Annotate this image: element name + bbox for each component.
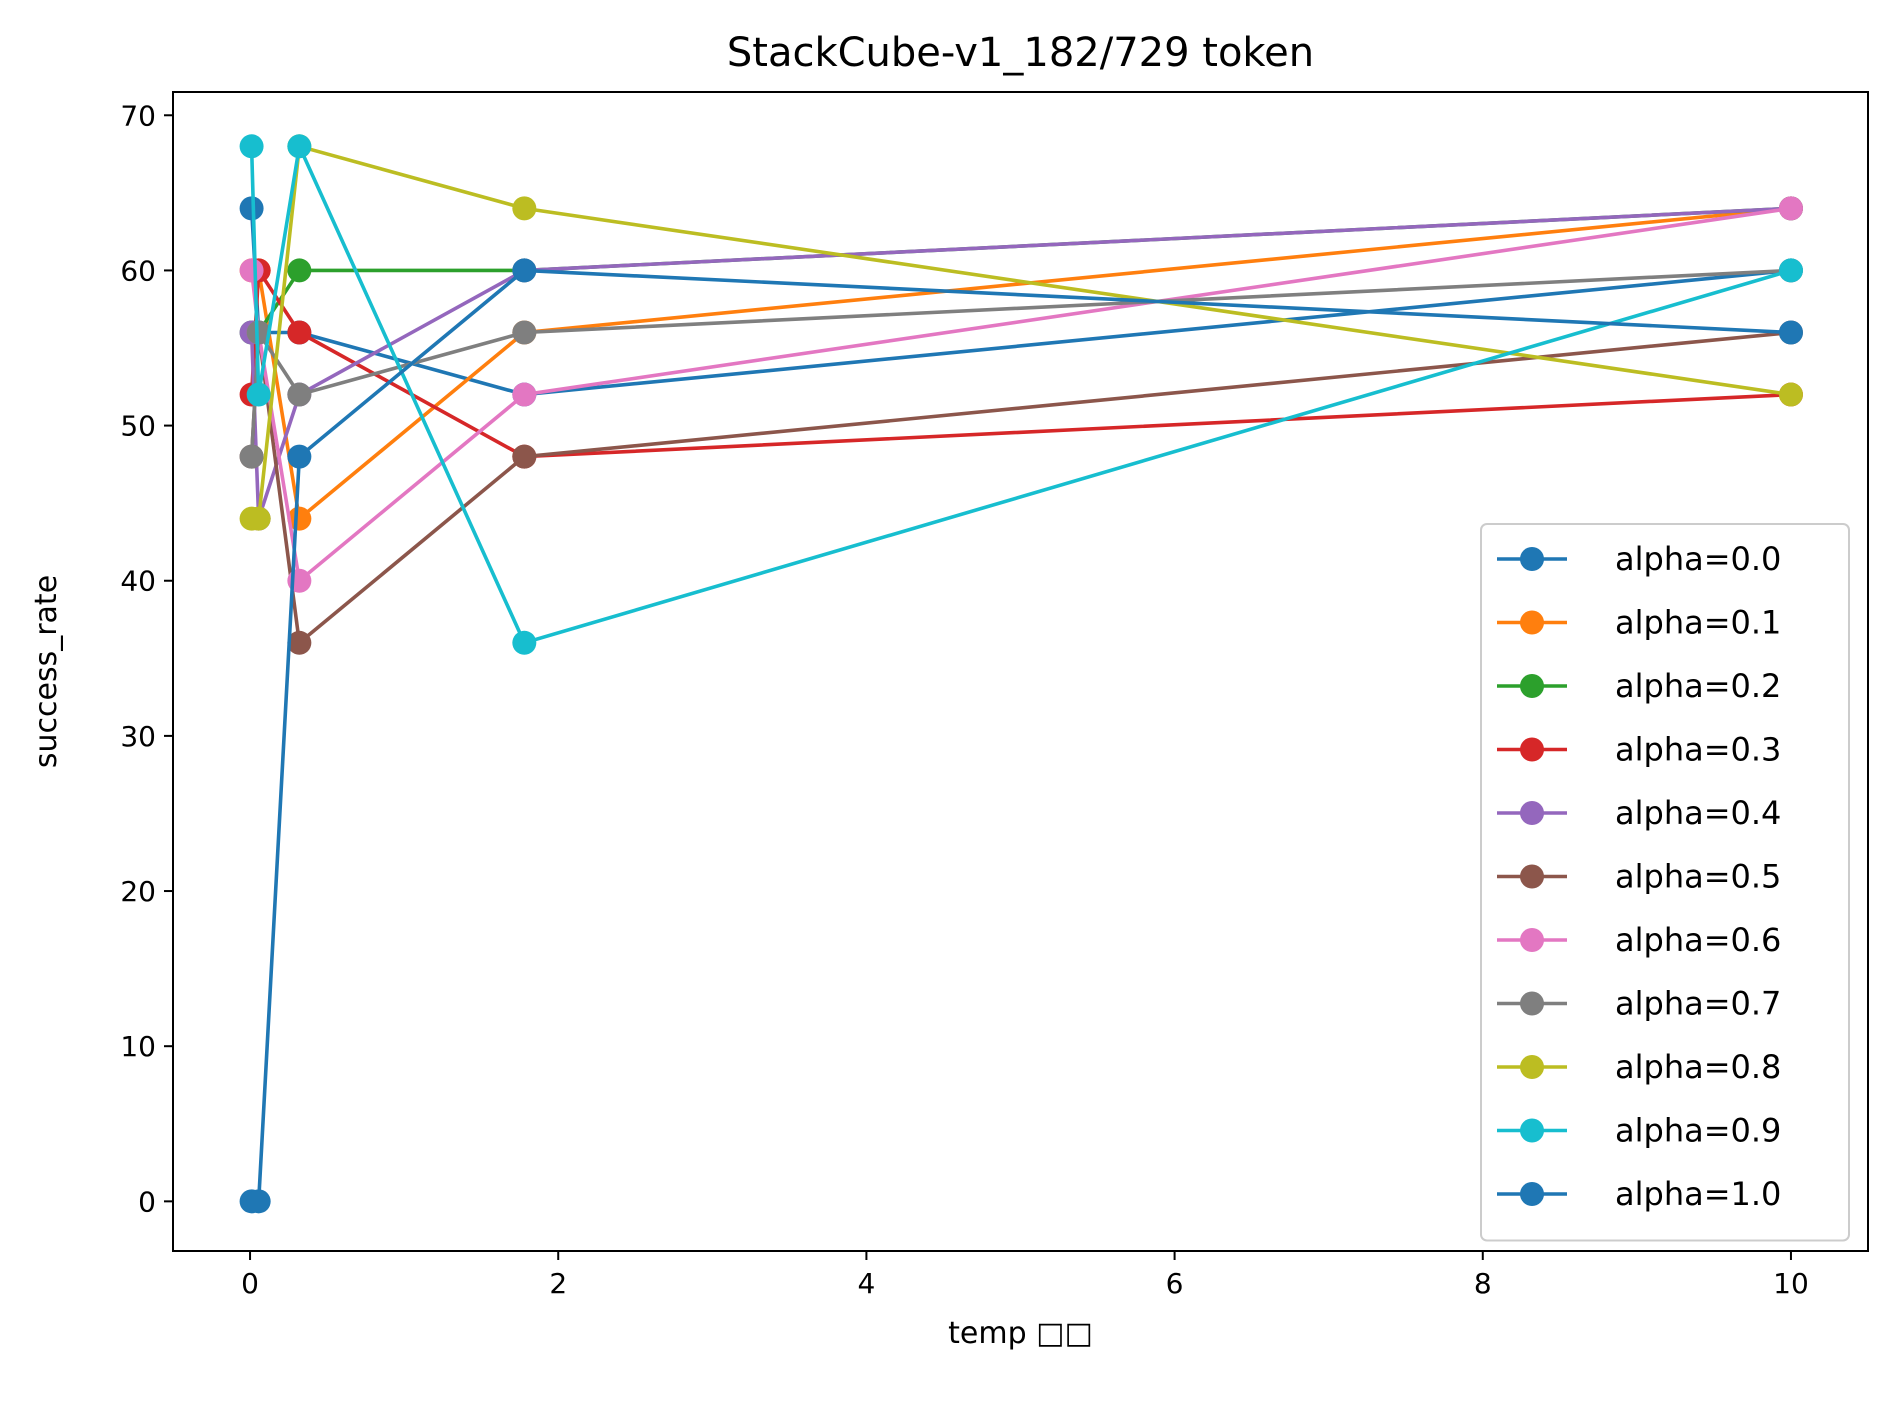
legend-item: alpha=0.4 (1497, 794, 1781, 832)
x-axis-label: temp □□ (948, 1316, 1093, 1351)
data-point (512, 258, 537, 283)
legend-swatch-marker (1520, 1118, 1544, 1143)
data-point (512, 196, 537, 221)
legend-item: alpha=0.0 (1497, 540, 1781, 578)
data-point (287, 506, 312, 531)
legend: alpha=0.0 alpha=0.1 alpha=0.2 alpha=0.3 alph… (1480, 523, 1850, 1242)
legend-item: alpha=1.0 (1497, 1175, 1781, 1213)
y-tick-label: 70 (120, 99, 156, 132)
legend-label: alpha=0.0 (1615, 540, 1781, 578)
series-alpha=0.9 (239, 134, 1803, 655)
legend-swatch-marker (1520, 674, 1544, 698)
data-point (512, 320, 537, 345)
y-axis: 0 10 20 30 40 50 60 70 (120, 99, 173, 1218)
legend-label: alpha=0.1 (1615, 604, 1781, 642)
data-point (1778, 320, 1803, 345)
legend-label: alpha=0.5 (1615, 858, 1781, 896)
x-tick-label: 8 (1474, 1267, 1492, 1300)
data-point (287, 382, 312, 407)
data-point (239, 134, 264, 159)
y-tick-label: 50 (120, 410, 156, 443)
x-tick-label: 2 (549, 1267, 567, 1300)
legend-item: alpha=0.2 (1497, 667, 1781, 705)
y-tick-label: 0 (138, 1185, 156, 1218)
legend-swatch-marker (1520, 801, 1544, 825)
legend-swatch-marker (1520, 610, 1544, 635)
data-point (287, 630, 312, 655)
data-point (239, 444, 264, 469)
legend-swatch-marker (1520, 737, 1544, 762)
legend-item: alpha=0.7 (1497, 985, 1781, 1023)
legend-item: alpha=0.8 (1497, 1048, 1781, 1086)
legend-swatch-marker (1520, 928, 1544, 952)
data-point (287, 320, 312, 345)
data-point (512, 382, 537, 407)
legend-label: alpha=0.9 (1615, 1112, 1781, 1150)
legend-swatch-marker (1520, 1182, 1544, 1206)
data-point (239, 258, 264, 283)
x-tick-label: 4 (857, 1267, 875, 1300)
y-tick-label: 40 (120, 565, 156, 598)
x-tick-label: 0 (241, 1267, 259, 1300)
legend-label: alpha=0.3 (1615, 731, 1781, 769)
series-alpha=1.0 (239, 258, 1803, 1214)
legend-label: alpha=0.4 (1615, 794, 1781, 832)
data-point (512, 630, 537, 655)
legend-swatch-marker (1520, 991, 1544, 1016)
legend-label: alpha=0.8 (1615, 1048, 1781, 1086)
data-point (287, 444, 312, 469)
legend-item: alpha=0.6 (1497, 921, 1781, 959)
data-point (287, 258, 312, 283)
x-tick-label: 10 (1773, 1267, 1809, 1300)
data-point (1778, 196, 1803, 221)
legend-swatch-marker (1520, 547, 1544, 571)
legend-swatch-marker (1520, 1055, 1544, 1079)
y-tick-label: 60 (120, 254, 156, 287)
series-layer (239, 134, 1803, 1214)
data-point (1778, 382, 1803, 407)
data-point (246, 382, 271, 407)
x-axis: 0 2 4 6 8 10 (241, 1251, 1809, 1300)
x-tick-label: 6 (1166, 1267, 1184, 1300)
y-tick-label: 10 (120, 1030, 156, 1063)
y-tick-label: 20 (120, 875, 156, 908)
y-axis-label: success_rate (29, 575, 64, 768)
data-point (512, 444, 537, 469)
legend-label: alpha=1.0 (1615, 1175, 1781, 1213)
legend-label: alpha=0.7 (1615, 985, 1781, 1023)
legend-label: alpha=0.2 (1615, 667, 1781, 705)
data-point (287, 134, 312, 159)
legend-box (1480, 523, 1850, 1242)
plot-frame (172, 91, 1869, 1252)
y-tick-label: 30 (120, 720, 156, 753)
legend-item: alpha=0.9 (1497, 1112, 1781, 1150)
legend-swatch-marker (1520, 864, 1544, 889)
chart-title: StackCube-v1_182/729 token (727, 30, 1314, 76)
legend-item: alpha=0.5 (1497, 858, 1781, 896)
legend-label: alpha=0.6 (1615, 921, 1781, 959)
data-point (246, 1189, 271, 1214)
data-point (246, 506, 271, 531)
data-point (1778, 258, 1803, 283)
legend-item: alpha=0.3 (1497, 731, 1781, 769)
legend-item: alpha=0.1 (1497, 604, 1781, 642)
